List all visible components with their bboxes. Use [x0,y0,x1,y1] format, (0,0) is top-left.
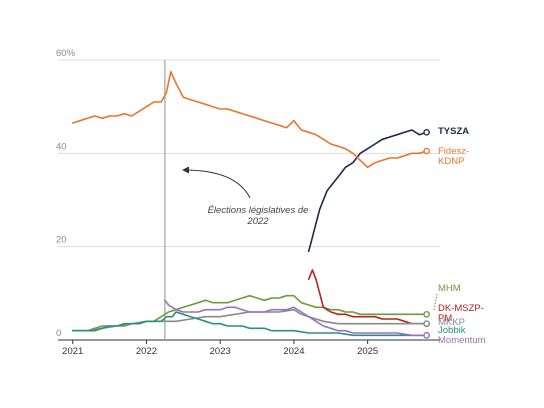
series-end-point [423,332,430,339]
series-label: TYSZA [438,126,469,137]
series-label: Momentum [438,335,486,346]
series-end-point [423,320,430,327]
x-tick-label: 2023 [210,346,231,357]
series-label: MKKP [438,317,465,328]
series-line-momentum [164,299,428,337]
series-end-point [423,147,430,155]
series-end-point [423,129,430,136]
series-line-mhm [71,294,428,332]
gridlines [58,59,440,341]
y-tick-label: 20 [56,235,67,246]
series-label: DK-MSZP- [438,303,484,314]
series-line-jobbik [71,311,428,337]
series-line-dk-mszp-pm [307,269,428,325]
x-tick-label: 2024 [283,346,304,357]
series-line-fidesz-kdnp [71,70,428,169]
series-label: KDNP [438,156,464,167]
series-end-point [423,311,430,318]
series-lines [71,70,430,339]
x-tick-label: 2021 [62,346,83,357]
label-leader [433,293,438,311]
series-label: PM [438,313,452,324]
series-label: Fidesz- [438,146,469,157]
annotation-text: 2022 [246,216,269,227]
series-label: MHM [438,283,461,294]
x-tick-label: 2025 [357,346,378,357]
annotation-text: Élections législatives de [208,205,309,216]
axes: 0 20 40 60% 2021 2022 2023 2024 2025 [56,48,378,357]
y-tick-label: 0 [56,328,61,339]
series-labels: TYSZA Fidesz-KDNP MHM DK-MSZP-PMMKKPJobbikM… [433,126,486,346]
series-label: Jobbik [438,325,466,336]
x-tick-label: 2022 [136,346,157,357]
y-tick-label: 60% [56,48,76,59]
annotation-arrow [182,166,251,199]
y-tick-label: 40 [56,141,67,152]
series-line-tysza [307,129,428,253]
